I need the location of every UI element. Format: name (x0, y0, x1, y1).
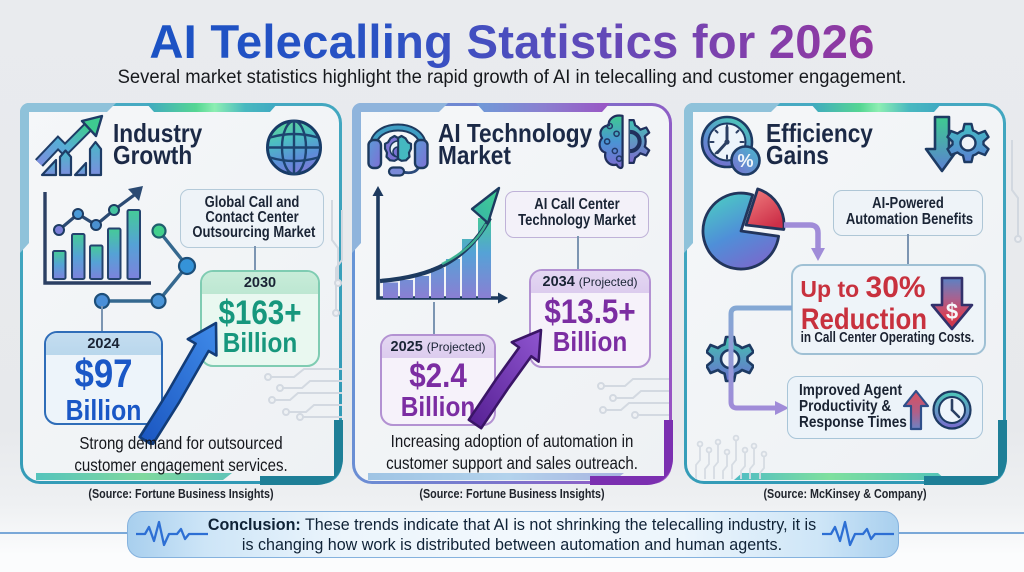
svg-text:$: $ (946, 299, 958, 324)
svg-text:%: % (737, 151, 753, 171)
